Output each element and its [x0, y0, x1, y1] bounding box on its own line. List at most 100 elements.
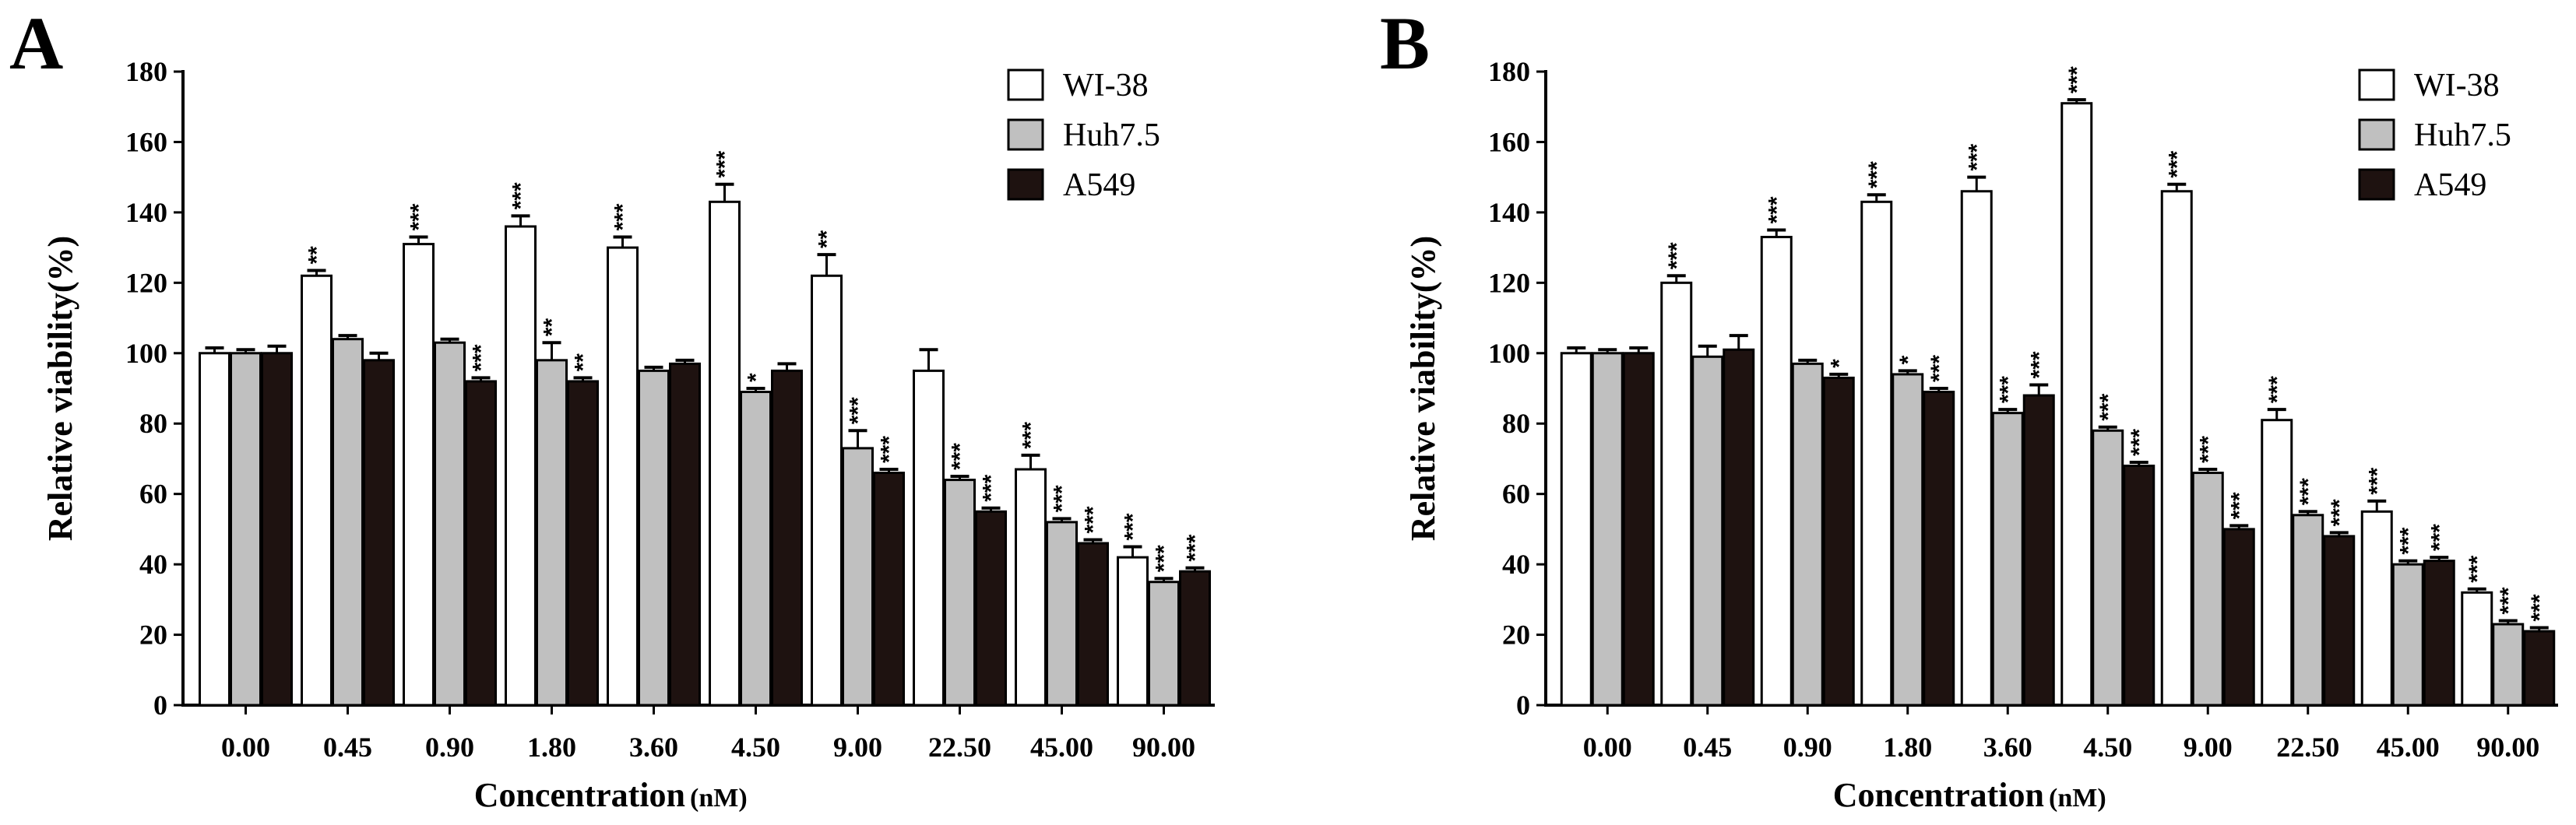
legend-swatch-a549 — [1007, 168, 1044, 201]
legend-label: Huh7.5 — [1063, 118, 1160, 153]
legend-swatch-wi-38 — [1007, 68, 1044, 101]
bar-wi-38 — [1960, 190, 1993, 707]
bar-huh7-5 — [1892, 373, 1924, 707]
panel-letter: B — [1380, 2, 1430, 85]
legend: WI-38 Huh7.5 A549 — [2358, 68, 2511, 203]
significance-marker: *** — [2296, 478, 2321, 505]
significance-marker: *** — [2465, 555, 2490, 582]
bar-huh7-5 — [230, 352, 262, 707]
y-tick-label: 180 — [1488, 56, 1530, 87]
bar-wi-38 — [2461, 591, 2493, 707]
bar-wi-38 — [607, 246, 639, 707]
significance-marker: *** — [1152, 545, 1177, 572]
bar-a549 — [1077, 542, 1109, 707]
significance-marker: *** — [2426, 524, 2452, 551]
significance-marker: * — [1826, 359, 1852, 368]
bar-huh7-5 — [2492, 623, 2525, 707]
bar-a549 — [771, 369, 803, 707]
bar-wi-38 — [403, 243, 435, 707]
x-tick-label: 22.50 — [928, 732, 991, 763]
significance-marker: *** — [1927, 355, 1952, 382]
y-tick-label: 20 — [139, 620, 167, 651]
significance-marker: *** — [1019, 422, 1044, 449]
x-tick-label: 45.00 — [2377, 732, 2440, 763]
significance-marker: *** — [1964, 143, 1990, 170]
y-tick-label: 60 — [139, 479, 167, 510]
bar-huh7-5 — [2191, 472, 2224, 707]
bar-huh7-5 — [1591, 352, 1624, 707]
significance-marker: *** — [2496, 587, 2521, 614]
bar-a549 — [2523, 630, 2556, 707]
bar-wi-38 — [1015, 468, 1047, 707]
significance-marker: *** — [2096, 393, 2121, 420]
significance-marker: *** — [2395, 527, 2421, 554]
x-tick-label: 45.00 — [1030, 732, 1093, 763]
significance-marker: *** — [713, 150, 738, 177]
legend-swatch-a549 — [2358, 168, 2395, 201]
significance-marker: *** — [611, 203, 636, 230]
y-tick-label: 80 — [1502, 408, 1530, 439]
significance-marker: *** — [1081, 506, 1107, 533]
legend-swatch-wi-38 — [2358, 68, 2395, 101]
bar-huh7-5 — [1046, 521, 1078, 707]
y-tick-label: 20 — [1502, 620, 1530, 651]
significance-marker: *** — [2064, 66, 2090, 93]
bar-a549 — [261, 352, 293, 707]
bar-a549 — [2423, 560, 2455, 707]
significance-marker: ** — [815, 230, 840, 248]
significance-marker: *** — [2364, 467, 2390, 494]
y-axis-title: Relative viability(%) — [41, 236, 79, 541]
x-tick-label: 9.00 — [2184, 732, 2233, 763]
x-tick-label: 0.90 — [1783, 732, 1832, 763]
legend-swatch-huh7-5 — [1007, 118, 1044, 151]
bar-a549 — [363, 359, 395, 707]
x-tick-label: 90.00 — [1132, 732, 1195, 763]
bar-a549 — [669, 362, 701, 707]
x-tick-label: 4.50 — [731, 732, 780, 763]
x-tick-label: 4.50 — [2083, 732, 2132, 763]
significance-marker: *** — [877, 436, 903, 463]
bar-wi-38 — [913, 369, 945, 707]
significance-marker: *** — [2327, 499, 2353, 526]
bar-a549 — [2123, 464, 2155, 707]
bar-huh7-5 — [1691, 355, 1724, 707]
y-tick-label: 160 — [1488, 126, 1530, 157]
significance-marker: *** — [1121, 513, 1146, 540]
bar-wi-38 — [1660, 281, 1693, 707]
x-tick-label: 0.00 — [1583, 732, 1632, 763]
significance-marker: *** — [1764, 196, 1789, 223]
y-tick-label: 40 — [139, 549, 167, 580]
bar-wi-38 — [505, 225, 537, 707]
legend-label: A549 — [2414, 167, 2486, 203]
y-tick-label: 80 — [139, 408, 167, 439]
bar-huh7-5 — [536, 359, 568, 707]
y-tick-label: 140 — [1488, 197, 1530, 228]
bar-a549 — [2022, 394, 2055, 707]
bar-huh7-5 — [2292, 514, 2324, 707]
panel-letter: A — [9, 2, 63, 85]
y-tick-label: 0 — [1516, 690, 1530, 721]
bar-wi-38 — [2060, 102, 2093, 707]
x-tick-label: 0.90 — [425, 732, 474, 763]
bar-a549 — [873, 472, 905, 707]
significance-marker: *** — [2164, 150, 2190, 177]
bar-a549 — [567, 380, 599, 707]
y-tick-label: 140 — [125, 197, 167, 228]
x-tick-label: 3.60 — [629, 732, 678, 763]
x-tick-label: 1.80 — [1883, 732, 1932, 763]
bar-wi-38 — [1560, 352, 1592, 707]
y-tick-label: 100 — [1488, 338, 1530, 369]
bar-wi-38 — [2261, 419, 2293, 707]
panel-b: B 0 20 40 60 80 100 120 140 160 180 Relative viabil… — [1380, 2, 2558, 814]
x-axis-title: Concentration — [474, 776, 685, 814]
legend-swatch-huh7-5 — [2358, 118, 2395, 151]
significance-marker: ** — [571, 353, 596, 372]
significance-marker: *** — [1864, 161, 1890, 188]
x-tick-label: 0.45 — [1683, 732, 1732, 763]
significance-marker: * — [1895, 355, 1921, 364]
bar-a549 — [1179, 570, 1211, 707]
bar-a549 — [1723, 348, 1755, 707]
legend-label: WI-38 — [2414, 68, 2500, 104]
significance-marker: ** — [540, 318, 565, 337]
